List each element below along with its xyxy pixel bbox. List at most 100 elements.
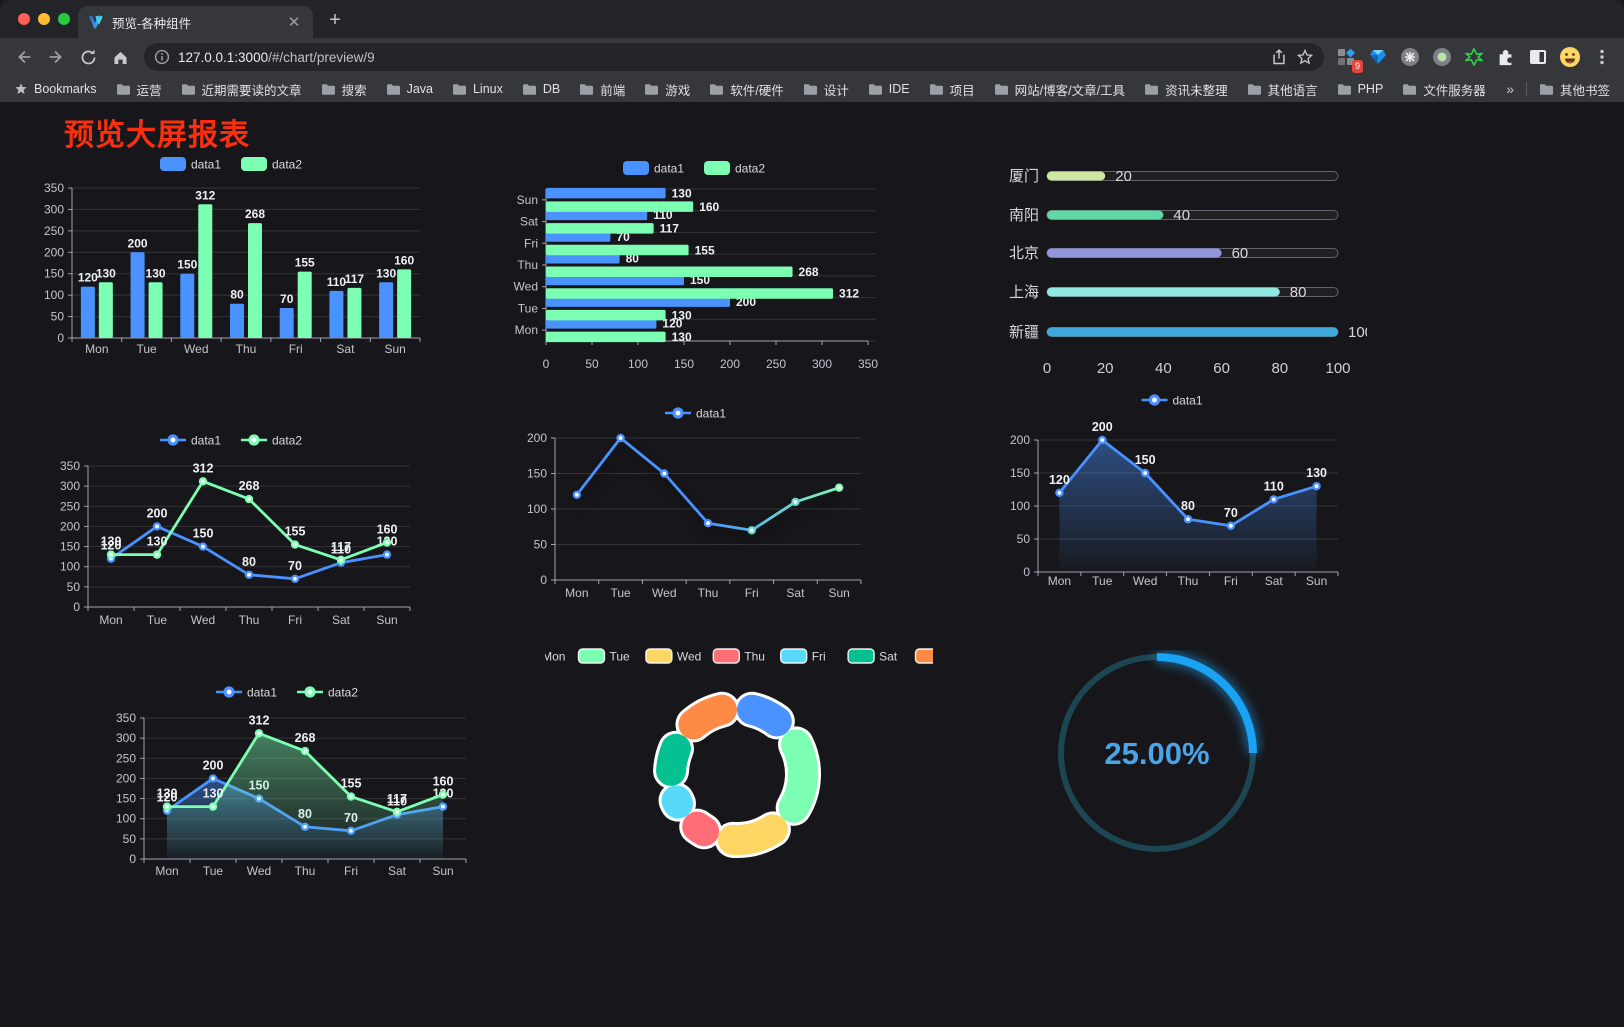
fullscreen-window-button[interactable] bbox=[58, 13, 70, 25]
svg-text:80: 80 bbox=[1271, 360, 1288, 377]
bookmark-folder[interactable]: 搜索 bbox=[321, 80, 367, 99]
legend-item-Sun[interactable]: Sun bbox=[914, 648, 968, 664]
svg-text:Sat: Sat bbox=[336, 342, 355, 356]
svg-text:Thu: Thu bbox=[295, 864, 316, 878]
bookmark-star-icon[interactable] bbox=[1296, 48, 1314, 66]
bookmark-folder[interactable]: 项目 bbox=[929, 80, 975, 99]
bookmark-folder[interactable]: DB bbox=[522, 82, 560, 96]
site-info-icon[interactable] bbox=[154, 49, 170, 65]
bookmark-folder-label: PHP bbox=[1357, 82, 1384, 96]
svg-text:250: 250 bbox=[116, 751, 136, 765]
legend-item-data1[interactable]: data1 bbox=[160, 434, 221, 448]
back-icon bbox=[18, 50, 31, 64]
legend-item-Thu[interactable]: Thu bbox=[712, 648, 765, 664]
legend-item-Sat[interactable]: Sat bbox=[847, 648, 898, 664]
legend-item-Tue[interactable]: Tue bbox=[577, 648, 631, 664]
reload-button[interactable] bbox=[74, 43, 102, 71]
svg-text:300: 300 bbox=[812, 357, 832, 369]
bookmark-folder-label: 文件服务器 bbox=[1423, 83, 1486, 98]
bookmark-folder[interactable]: PHP bbox=[1337, 82, 1384, 96]
legend-item-data1[interactable]: data1 bbox=[1141, 394, 1203, 408]
other-bookmarks[interactable]: 其他书签 bbox=[1539, 80, 1610, 99]
legend-item-data2[interactable]: data2 bbox=[241, 434, 302, 448]
bookmark-folder[interactable]: 资讯未整理 bbox=[1144, 80, 1228, 99]
forward-button[interactable] bbox=[42, 43, 70, 71]
legend-item-data2[interactable]: data2 bbox=[297, 686, 358, 700]
bookmarks-root[interactable]: Bookmarks bbox=[14, 82, 97, 96]
address-bar[interactable]: 127.0.0.1:3000/#/chart/preview/9 bbox=[144, 43, 1324, 71]
tab-strip: 预览-各种组件 ✕ + bbox=[0, 0, 1624, 38]
bookmark-folder[interactable]: 游戏 bbox=[644, 80, 690, 99]
bookmark-folder[interactable]: 设计 bbox=[803, 80, 849, 99]
bookmark-folder[interactable]: 其他语言 bbox=[1247, 80, 1318, 99]
back-button[interactable] bbox=[10, 43, 38, 71]
legend-item-Fri[interactable]: Fri bbox=[779, 648, 826, 664]
green-star-extension-icon[interactable] bbox=[1462, 45, 1486, 69]
legend-item-Mon[interactable]: Mon bbox=[510, 648, 565, 664]
legend-item-data1[interactable]: data1 bbox=[623, 161, 684, 176]
legend-item-data2[interactable]: data2 bbox=[704, 161, 765, 176]
browser-toolbar: 127.0.0.1:3000/#/chart/preview/9 9 bbox=[0, 38, 1624, 76]
extensions-puzzle-icon[interactable] bbox=[1494, 45, 1518, 69]
gem-extension-icon[interactable] bbox=[1366, 45, 1390, 69]
svg-text:130: 130 bbox=[101, 535, 122, 549]
close-window-button[interactable] bbox=[18, 13, 30, 25]
svg-text:Mon: Mon bbox=[545, 650, 565, 664]
bookmark-folder[interactable]: Java bbox=[386, 82, 433, 96]
minimize-window-button[interactable] bbox=[38, 13, 50, 25]
svg-text:100: 100 bbox=[44, 288, 64, 302]
new-tab-button[interactable]: + bbox=[329, 9, 341, 31]
svg-text:data1: data1 bbox=[247, 686, 277, 700]
tab-close-icon[interactable]: ✕ bbox=[287, 14, 301, 31]
recorder-extension-icon[interactable] bbox=[1430, 45, 1454, 69]
menu-kebab-icon[interactable] bbox=[1590, 45, 1614, 69]
svg-text:150: 150 bbox=[193, 527, 214, 541]
bookmark-folder[interactable]: 文件服务器 bbox=[1402, 80, 1486, 99]
bookmark-folder[interactable]: Linux bbox=[452, 82, 503, 96]
bookmark-folder[interactable]: 近期需要读的文章 bbox=[181, 80, 302, 99]
svg-text:Mon: Mon bbox=[515, 323, 538, 337]
url-text[interactable]: 127.0.0.1:3000/#/chart/preview/9 bbox=[178, 50, 1262, 65]
svg-text:0: 0 bbox=[129, 852, 136, 866]
home-button[interactable] bbox=[106, 43, 134, 71]
chart-grouped-bar: data1 data2 0 50 100 150 200 250 300 350 Mon Tue Wed… bbox=[38, 150, 428, 365]
extension-badge: 9 bbox=[1351, 60, 1363, 73]
svg-text:150: 150 bbox=[674, 357, 694, 369]
bookmark-folder[interactable]: 网站/博客/文章/工具 bbox=[994, 80, 1125, 99]
folder-icon bbox=[1145, 83, 1159, 95]
svg-text:Mon: Mon bbox=[565, 586, 588, 600]
legend-item-data1[interactable]: data1 bbox=[665, 407, 726, 421]
share-icon[interactable] bbox=[1270, 48, 1288, 66]
svg-text:200: 200 bbox=[527, 431, 547, 445]
svg-text:160: 160 bbox=[377, 523, 398, 537]
legend-item-data1[interactable]: data1 bbox=[216, 686, 277, 700]
svg-text:80: 80 bbox=[242, 555, 256, 569]
svg-text:Thu: Thu bbox=[236, 342, 257, 356]
svg-text:Wed: Wed bbox=[184, 342, 208, 356]
legend-item-Wed[interactable]: Wed bbox=[645, 648, 701, 664]
profile-avatar[interactable] bbox=[1558, 45, 1582, 69]
bookmark-folder[interactable]: 运营 bbox=[116, 80, 162, 99]
bookmarks-star-icon bbox=[15, 83, 27, 94]
bookmark-folder-label: 搜索 bbox=[341, 83, 367, 98]
bookmarks-overflow-chevron[interactable]: » bbox=[1506, 81, 1514, 97]
city-progress-svg: 厦门 20 南阳 40 北京 60 上海 80 新疆 100 0 20 40 60 80 100 bbox=[1009, 168, 1373, 377]
sidebar-extension-icon[interactable] bbox=[1526, 45, 1550, 69]
chart-donut: Mon Tue Wed Thu Fri Sat Sun bbox=[510, 642, 968, 867]
settings-extension-icon[interactable] bbox=[1398, 45, 1422, 69]
svg-text:155: 155 bbox=[295, 256, 315, 270]
bookmark-folder[interactable]: 前端 bbox=[579, 80, 625, 99]
bookmark-folder[interactable]: IDE bbox=[868, 82, 910, 96]
legend-item-data1[interactable]: data1 bbox=[160, 157, 221, 172]
svg-text:Tue: Tue bbox=[147, 613, 168, 627]
svg-text:Tue: Tue bbox=[1092, 574, 1113, 588]
browser-tab[interactable]: 预览-各种组件 ✕ bbox=[78, 6, 313, 38]
tampermonkey-extension-icon[interactable]: 9 bbox=[1334, 45, 1363, 73]
svg-text:60: 60 bbox=[1232, 245, 1249, 262]
svg-text:268: 268 bbox=[239, 479, 260, 493]
bookmark-folder[interactable]: 软件/硬件 bbox=[709, 80, 784, 99]
legend-item-data2[interactable]: data2 bbox=[241, 157, 302, 172]
svg-text:200: 200 bbox=[44, 245, 64, 259]
svg-text:0: 0 bbox=[57, 331, 64, 345]
svg-text:Wed: Wed bbox=[677, 650, 701, 664]
